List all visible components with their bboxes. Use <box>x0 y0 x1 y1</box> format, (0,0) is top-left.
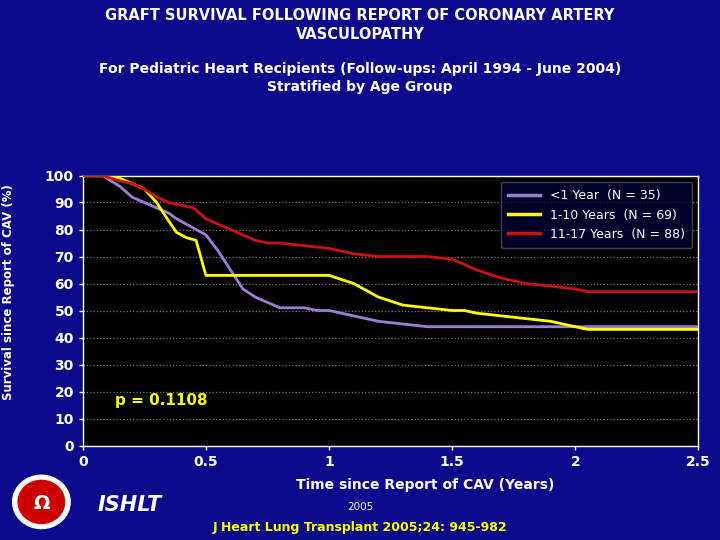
Text: p = 0.1108: p = 0.1108 <box>114 393 207 408</box>
Circle shape <box>13 475 70 529</box>
Text: GRAFT SURVIVAL FOLLOWING REPORT OF CORONARY ARTERY
VASCULOPATHY: GRAFT SURVIVAL FOLLOWING REPORT OF CORON… <box>105 8 615 42</box>
Text: Survival since Report of CAV (%): Survival since Report of CAV (%) <box>2 184 15 400</box>
Legend: <1 Year  (N = 35), 1-10 Years  (N = 69), 11-17 Years  (N = 88): <1 Year (N = 35), 1-10 Years (N = 69), 1… <box>501 182 692 248</box>
Text: J Heart Lung Transplant 2005;24: 945-982: J Heart Lung Transplant 2005;24: 945-982 <box>212 521 508 534</box>
Text: Ω: Ω <box>33 494 50 512</box>
Text: For Pediatric Heart Recipients (Follow-ups: April 1994 - June 2004)
Stratified b: For Pediatric Heart Recipients (Follow-u… <box>99 62 621 94</box>
Text: 2005: 2005 <box>347 502 373 511</box>
Text: Time since Report of CAV (Years): Time since Report of CAV (Years) <box>296 478 554 492</box>
Circle shape <box>18 481 65 523</box>
Text: ISHLT: ISHLT <box>97 495 161 515</box>
